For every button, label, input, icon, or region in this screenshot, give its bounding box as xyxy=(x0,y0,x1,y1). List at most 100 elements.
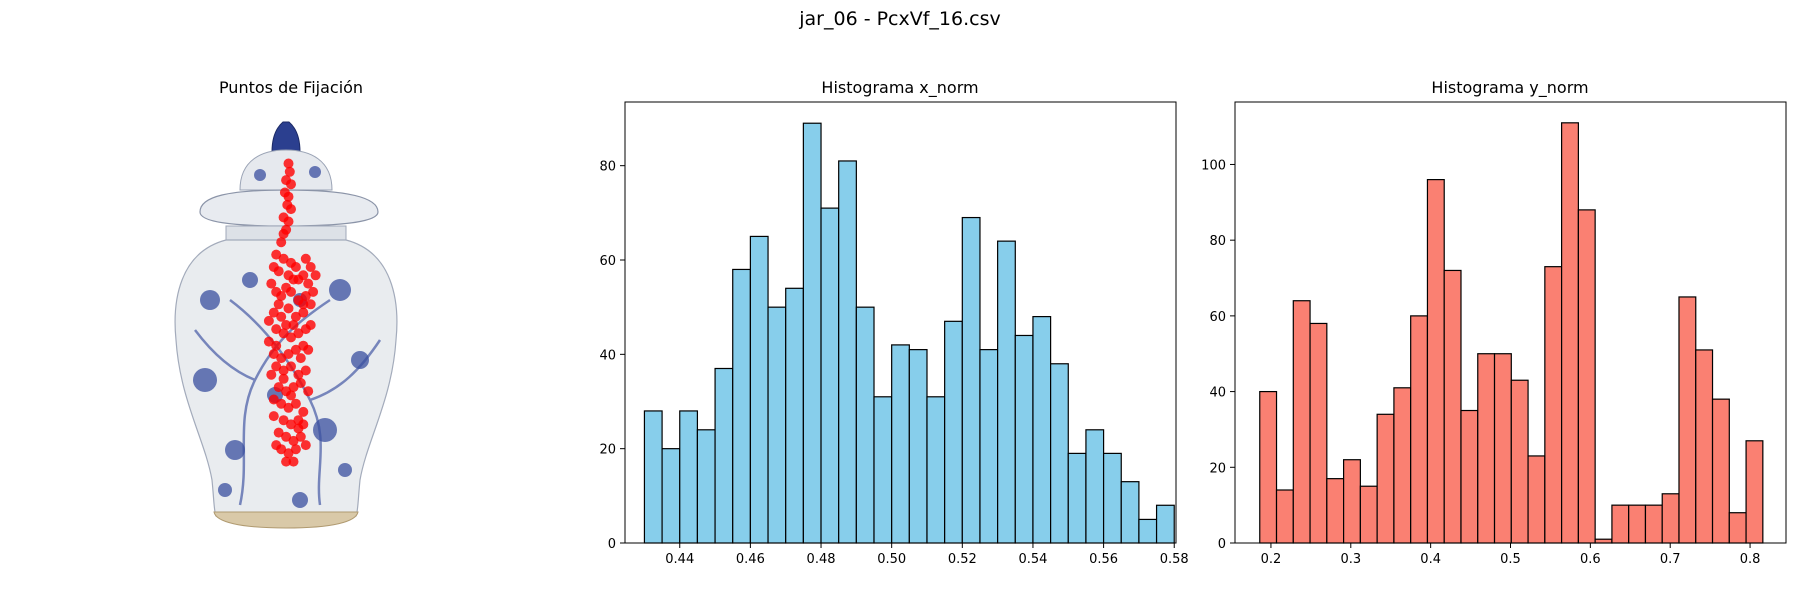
fixation-point xyxy=(276,353,287,364)
y-histogram-bar xyxy=(1443,269,1462,544)
fixation-point xyxy=(286,361,296,372)
fixation-point xyxy=(268,349,279,359)
y-histogram-ytick-label: 100 xyxy=(1201,158,1226,173)
fixation-point xyxy=(278,373,289,384)
fixation-point xyxy=(286,419,296,430)
x-histogram-bar xyxy=(1067,452,1087,544)
x-histogram-bar xyxy=(873,396,893,544)
y-histogram-xtick-label: 0.5 xyxy=(1500,552,1521,567)
x-histogram-bar xyxy=(1032,316,1052,544)
x-histogram-bar xyxy=(838,160,857,544)
y-histogram-bar xyxy=(1275,489,1294,544)
fixation-point xyxy=(276,398,287,409)
fixation-point xyxy=(271,361,282,372)
fixation-point xyxy=(288,320,299,330)
fixation-point xyxy=(278,328,289,339)
x-histogram-frame xyxy=(624,101,1177,544)
x-histogram-bar xyxy=(961,216,981,544)
x-histogram-xtick-label: 0.50 xyxy=(877,552,906,567)
fixation-point xyxy=(268,307,279,318)
x-histogram-ytick-label: 40 xyxy=(599,348,616,363)
fixation-point xyxy=(266,278,277,289)
x-histogram-xtick-label: 0.52 xyxy=(948,552,977,567)
y-histogram-bar xyxy=(1326,478,1345,544)
fixation-point xyxy=(283,158,294,169)
fixation-point xyxy=(278,228,289,239)
y-histogram-bar xyxy=(1393,387,1412,544)
y-histogram-bar xyxy=(1292,300,1311,544)
fixation-point xyxy=(268,411,279,422)
x-histogram-bar xyxy=(643,410,663,544)
y-histogram-bar xyxy=(1728,512,1747,544)
figure-title: jar_06 - PcxVf_16.csv xyxy=(799,8,1001,30)
y-histogram-bar xyxy=(1594,538,1613,544)
y-histogram-xtick-label: 0.6 xyxy=(1580,552,1601,567)
fixation-point xyxy=(268,394,279,405)
fixation-point xyxy=(266,369,277,380)
x-histogram-xtick-label: 0.56 xyxy=(1089,552,1118,567)
x-histogram-bar xyxy=(944,320,963,544)
y-histogram-ytick-label: 20 xyxy=(1209,461,1226,476)
x-histogram-bar xyxy=(1085,429,1105,544)
y-histogram-ytick-label: 40 xyxy=(1209,386,1226,401)
y-histogram-xtick-label: 0.3 xyxy=(1340,552,1361,567)
y-histogram-xtick-label: 0.4 xyxy=(1420,552,1441,567)
fixation-point xyxy=(276,291,287,301)
fixation-point xyxy=(295,378,306,388)
x-histogram-bar xyxy=(820,207,840,544)
fixation-point xyxy=(271,324,282,335)
y-histogram-ytick-label: 80 xyxy=(1209,234,1226,249)
fixation-point xyxy=(288,456,299,467)
y-histogram-bar xyxy=(1544,266,1563,544)
fixation-point xyxy=(310,270,321,281)
fixation-point xyxy=(308,286,319,297)
fixation-point xyxy=(293,328,304,339)
x-histogram-xtick-label: 0.44 xyxy=(665,552,694,567)
fixation-point xyxy=(286,204,296,215)
y-histogram-panel: Histograma y_norm 0.2 0.3 0.4 0.5 0.6 0.7 0.8 0… xyxy=(1201,78,1787,567)
x-histogram-bar xyxy=(908,349,928,544)
x-histogram-ytick-label: 0 xyxy=(608,537,616,552)
x-histogram-bar xyxy=(891,344,910,544)
fixation-point xyxy=(286,179,296,190)
y-histogram-bar xyxy=(1426,179,1445,544)
fixation-point xyxy=(290,344,301,355)
x-histogram-xtick-label: 0.46 xyxy=(736,552,765,567)
y-histogram-bar xyxy=(1561,122,1579,544)
y-histogram-bar xyxy=(1460,409,1479,544)
y-histogram-bar xyxy=(1611,504,1630,544)
x-histogram-bar xyxy=(679,410,699,544)
fixation-point xyxy=(303,344,314,355)
fixation-point xyxy=(283,216,294,227)
x-histogram-bar xyxy=(714,367,734,544)
y-histogram-bar xyxy=(1309,322,1328,544)
fixation-point xyxy=(295,353,306,364)
y-histogram-title: Histograma y_norm xyxy=(1431,78,1588,98)
fixation-point xyxy=(295,431,306,442)
x-histogram-ytick-label: 60 xyxy=(599,254,616,269)
x-histogram-bar xyxy=(1014,334,1034,544)
fixation-point xyxy=(281,320,292,330)
fixation-point xyxy=(281,431,292,442)
fixation-point xyxy=(278,365,289,376)
y-histogram-bar xyxy=(1577,209,1596,544)
fixation-point xyxy=(283,448,294,459)
x-histogram-bar xyxy=(1138,518,1158,544)
fixation-point xyxy=(276,237,287,248)
fixation-point xyxy=(305,262,316,272)
fixation-point xyxy=(288,435,299,446)
fixation-point xyxy=(293,369,304,380)
y-histogram-xtick-label: 0.2 xyxy=(1261,552,1282,567)
x-histogram-bar xyxy=(1155,504,1175,544)
fixation-point xyxy=(278,415,289,426)
fixation-point xyxy=(271,440,282,451)
x-histogram-bar xyxy=(1120,481,1140,544)
y-histogram-bar xyxy=(1359,485,1378,544)
fixation-point xyxy=(300,253,311,264)
y-histogram-ytick-label: 60 xyxy=(1209,310,1226,325)
fixation-point xyxy=(286,286,296,297)
y-histogram-bar xyxy=(1695,349,1714,544)
fixation-point xyxy=(305,299,316,310)
x-histogram-title: Histograma x_norm xyxy=(821,78,978,98)
y-histogram-bar xyxy=(1493,353,1512,544)
